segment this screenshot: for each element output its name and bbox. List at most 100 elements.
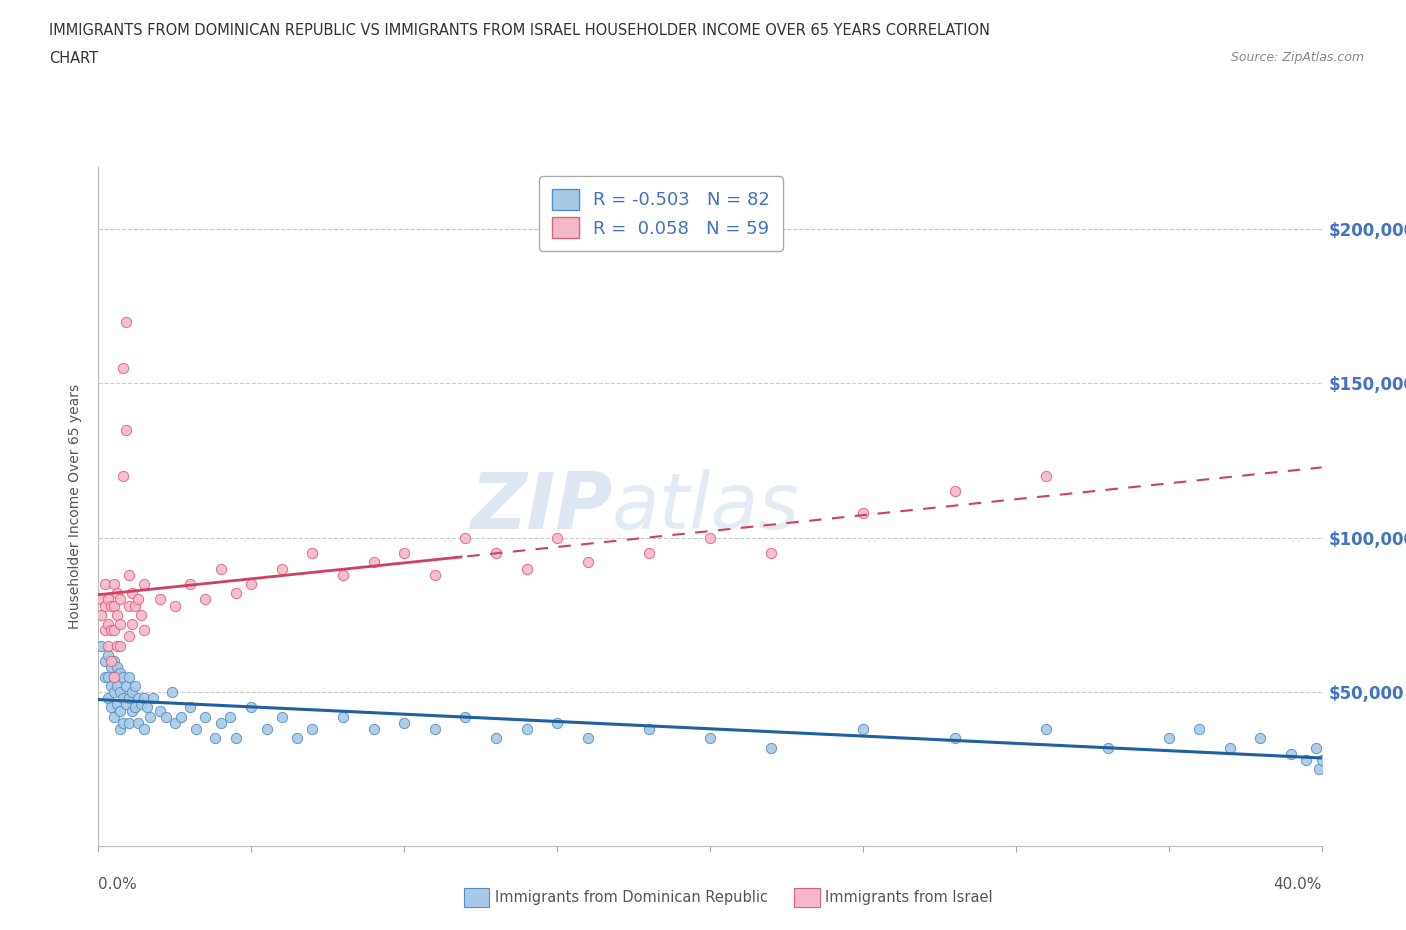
- Point: [363, 555, 385, 570]
- Point: [103, 598, 125, 613]
- Point: [108, 722, 131, 737]
- Point: [90, 638, 112, 653]
- Point: [1097, 740, 1119, 755]
- Point: [576, 731, 599, 746]
- Point: [225, 731, 247, 746]
- Point: [100, 598, 122, 613]
- Point: [1305, 740, 1327, 755]
- Text: IMMIGRANTS FROM DOMINICAN REPUBLIC VS IMMIGRANTS FROM ISRAEL HOUSEHOLDER INCOME : IMMIGRANTS FROM DOMINICAN REPUBLIC VS IM…: [49, 23, 990, 38]
- Point: [93, 598, 115, 613]
- Point: [194, 710, 217, 724]
- Point: [105, 660, 128, 675]
- Point: [103, 623, 125, 638]
- Point: [194, 592, 217, 607]
- Point: [423, 567, 446, 582]
- Point: [115, 678, 138, 693]
- Point: [225, 586, 247, 601]
- Point: [93, 623, 115, 638]
- Point: [219, 710, 242, 724]
- Text: 0.0%: 0.0%: [98, 877, 138, 892]
- Point: [108, 592, 131, 607]
- Point: [516, 722, 538, 737]
- Text: atlas: atlas: [612, 469, 800, 545]
- Point: [1157, 731, 1180, 746]
- Point: [129, 607, 152, 622]
- Point: [546, 715, 568, 730]
- Point: [97, 617, 120, 631]
- Point: [111, 361, 134, 376]
- Text: Source: ZipAtlas.com: Source: ZipAtlas.com: [1230, 51, 1364, 64]
- Point: [160, 684, 183, 699]
- Point: [423, 722, 446, 737]
- Point: [97, 691, 120, 706]
- Point: [155, 710, 177, 724]
- Y-axis label: Householder Income Over 65 years: Householder Income Over 65 years: [69, 384, 83, 630]
- Point: [115, 697, 138, 711]
- Point: [485, 546, 508, 561]
- Point: [108, 666, 131, 681]
- Point: [100, 700, 122, 715]
- Point: [100, 623, 122, 638]
- Point: [103, 670, 125, 684]
- Point: [93, 654, 115, 669]
- Point: [1308, 762, 1330, 777]
- Point: [209, 561, 232, 576]
- Legend: R = -0.503   N = 82, R =  0.058   N = 59: R = -0.503 N = 82, R = 0.058 N = 59: [540, 177, 783, 251]
- Point: [134, 577, 156, 591]
- Point: [163, 715, 186, 730]
- Point: [179, 700, 201, 715]
- Point: [134, 623, 156, 638]
- Point: [943, 484, 966, 498]
- Point: [1295, 752, 1317, 767]
- Point: [1219, 740, 1241, 755]
- Point: [103, 654, 125, 669]
- Point: [759, 546, 782, 561]
- Point: [127, 592, 149, 607]
- Point: [129, 697, 152, 711]
- Point: [121, 586, 143, 601]
- Point: [1279, 746, 1302, 761]
- Point: [134, 691, 156, 706]
- Point: [105, 678, 128, 693]
- Point: [363, 722, 385, 737]
- Point: [454, 710, 477, 724]
- Point: [852, 506, 875, 521]
- Point: [97, 638, 120, 653]
- Point: [699, 731, 721, 746]
- Point: [121, 684, 143, 699]
- Point: [209, 715, 232, 730]
- Point: [270, 561, 292, 576]
- Point: [332, 567, 354, 582]
- Point: [118, 670, 141, 684]
- Point: [256, 722, 278, 737]
- Point: [93, 670, 115, 684]
- Point: [270, 710, 292, 724]
- Text: ZIP: ZIP: [470, 469, 612, 545]
- Point: [108, 684, 131, 699]
- Point: [127, 715, 149, 730]
- Point: [90, 592, 112, 607]
- Text: Immigrants from Israel: Immigrants from Israel: [825, 890, 993, 905]
- Point: [136, 700, 159, 715]
- Point: [134, 722, 156, 737]
- Point: [111, 670, 134, 684]
- Point: [1249, 731, 1271, 746]
- Point: [163, 598, 186, 613]
- Point: [149, 592, 172, 607]
- Point: [546, 530, 568, 545]
- Point: [485, 731, 508, 746]
- Point: [1035, 469, 1057, 484]
- Point: [454, 530, 477, 545]
- Point: [852, 722, 875, 737]
- Point: [127, 691, 149, 706]
- Point: [1188, 722, 1211, 737]
- Point: [637, 722, 661, 737]
- Point: [118, 598, 141, 613]
- Point: [108, 617, 131, 631]
- Point: [118, 691, 141, 706]
- Point: [115, 422, 138, 437]
- Text: CHART: CHART: [49, 51, 98, 66]
- Point: [240, 700, 263, 715]
- Point: [186, 722, 208, 737]
- Point: [301, 722, 323, 737]
